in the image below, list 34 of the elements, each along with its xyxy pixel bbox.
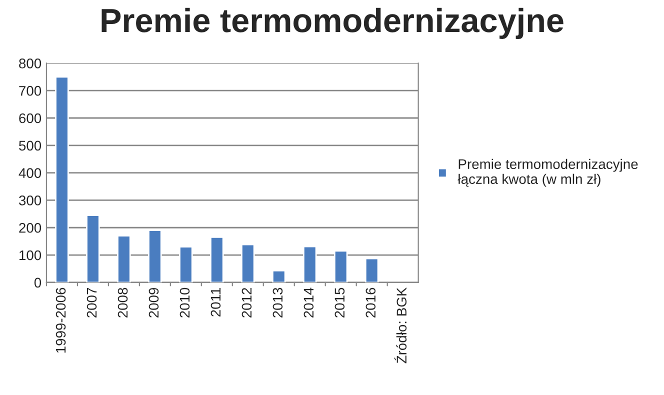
bar (117, 235, 131, 282)
x-tick-label: 2012 (242, 288, 252, 318)
y-tick-label: 400 (18, 168, 42, 178)
bar (86, 214, 100, 282)
bar (179, 246, 193, 282)
legend-label: Premie termomodernizacyjne łączna kwota (w mln zł) (458, 158, 638, 187)
bar (148, 230, 162, 282)
y-tick-label: 200 (19, 222, 42, 233)
bar (302, 246, 317, 282)
x-tick-label: 2016 (366, 288, 376, 318)
x-tick-label: 2010 (180, 288, 190, 318)
chart-title: Premie termomodernizacyjne (102, 8, 564, 39)
bar (272, 270, 286, 282)
x-tick-label: 2013 (272, 288, 283, 318)
y-tick-label: 700 (19, 86, 42, 96)
y-tick-label: 800 (19, 58, 42, 68)
x-tick-label: 2009 (148, 288, 159, 318)
x-tick-label: 1999-2006 (56, 288, 66, 353)
x-tick-label: 2008 (118, 288, 128, 318)
bar (334, 250, 348, 282)
bar (364, 258, 379, 282)
x-tick-label: 2014 (304, 288, 314, 318)
x-tick-label: 2007 (86, 288, 97, 318)
y-tick-label: 0 (34, 278, 42, 288)
bar (210, 236, 224, 282)
bar (241, 244, 255, 282)
x-tick-label: 2011 (210, 288, 221, 316)
bar (55, 76, 69, 282)
y-tick-label: 300 (18, 196, 42, 206)
x-tick-label: Źródło: BGK (394, 287, 407, 364)
y-tick-label: 500 (19, 140, 42, 151)
x-tick-label: 2015 (334, 288, 345, 318)
y-tick-label: 100 (20, 250, 42, 260)
y-tick-label: 600 (19, 113, 42, 124)
